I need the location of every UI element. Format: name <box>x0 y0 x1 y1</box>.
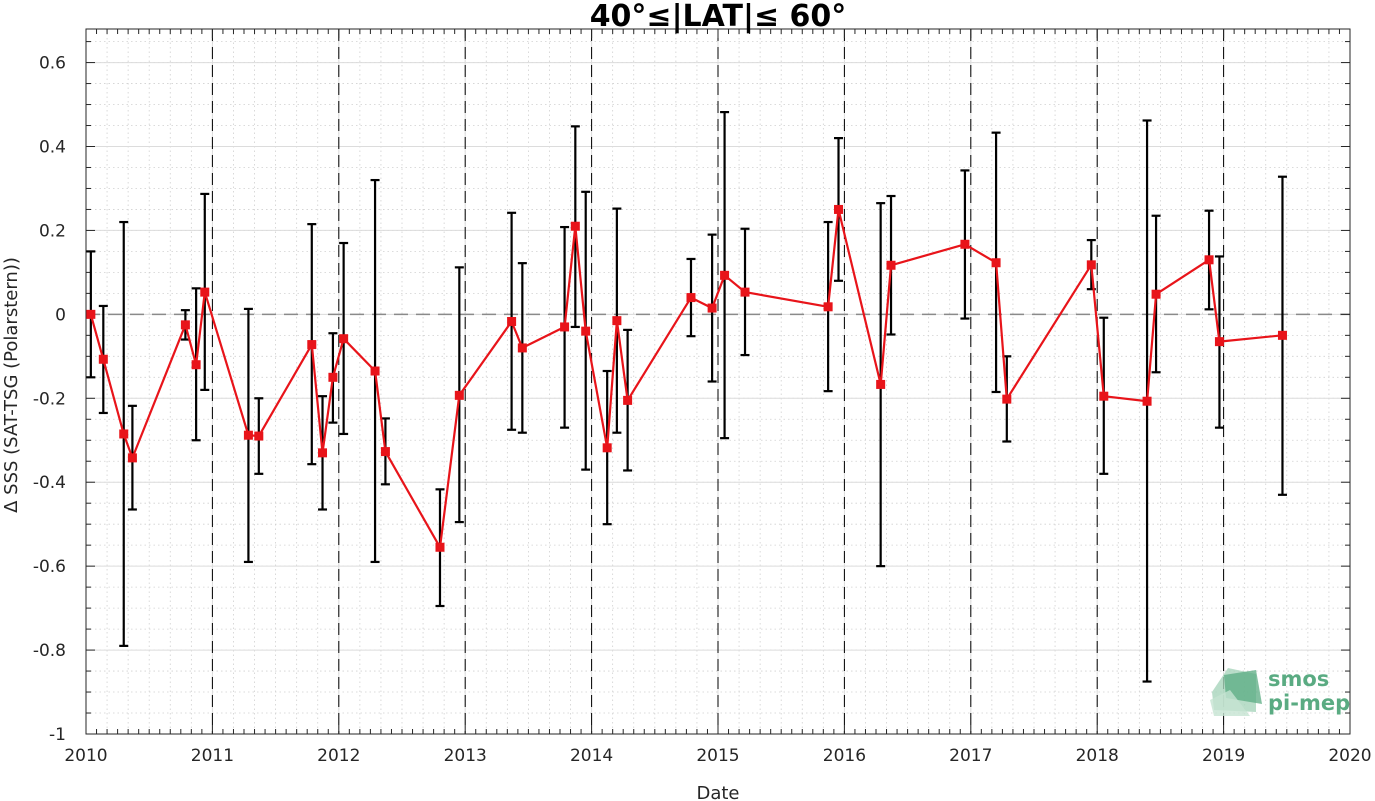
x-tick-label: 2017 <box>949 746 992 766</box>
grid-layer <box>85 29 1351 735</box>
y-axis-label: Δ SSS (SAT-TSG (Polarstern)) <box>1 257 22 513</box>
year-boundary-layer <box>211 29 1225 734</box>
data-point-marker <box>1277 330 1287 340</box>
data-point-marker <box>307 340 317 350</box>
axes-layer <box>85 28 1351 735</box>
y-tick-label: -0.2 <box>33 389 66 409</box>
logo-text-pi-mep: pi-mep <box>1268 691 1350 715</box>
data-point-marker <box>707 303 717 313</box>
x-tick-label: 2010 <box>64 746 107 766</box>
data-point-marker <box>200 287 210 297</box>
y-tick-label: -1 <box>49 725 66 745</box>
data-point-marker <box>435 542 445 552</box>
data-point-marker <box>98 354 108 364</box>
smos-pi-mep-logo: smos pi-mep <box>1210 667 1350 716</box>
x-tick-label: 2011 <box>191 746 234 766</box>
y-tick-label: 0.6 <box>39 54 66 74</box>
data-point-marker <box>328 372 338 382</box>
x-tick-label: 2019 <box>1202 746 1245 766</box>
data-point-marker <box>720 270 730 280</box>
x-tick-label: 2013 <box>444 746 487 766</box>
data-point-marker <box>1214 337 1224 347</box>
tick-label-layer: -1 -0.8 -0.6 -0.4 -0.2 0 0.2 0.4 0.6 2010 2011 2012… <box>33 54 1372 766</box>
data-point-marker <box>834 204 844 214</box>
x-tick-label: 2020 <box>1328 746 1371 766</box>
data-point-marker <box>876 379 886 389</box>
data-point-marker <box>1086 260 1096 270</box>
data-point-marker <box>127 453 137 463</box>
y-tick-label: -0.8 <box>33 641 66 661</box>
data-point-marker <box>243 430 253 440</box>
data-point-marker <box>380 447 390 457</box>
x-axis-label: Date <box>696 783 739 801</box>
x-tick-label: 2012 <box>317 746 360 766</box>
x-tick-label: 2015 <box>696 746 739 766</box>
data-point-marker <box>119 429 129 439</box>
data-point-marker <box>991 258 1001 268</box>
data-point-marker <box>254 431 264 441</box>
y-tick-label: 0.4 <box>39 138 66 158</box>
data-point-marker <box>581 326 591 336</box>
y-tick-label: -0.4 <box>33 473 66 493</box>
x-tick-label: 2016 <box>823 746 866 766</box>
x-tick-label: 2018 <box>1076 746 1119 766</box>
data-point-marker <box>1151 289 1161 299</box>
data-point-marker <box>339 334 349 344</box>
data-point-marker <box>86 309 96 319</box>
data-point-marker <box>612 316 622 326</box>
logo-shape-lower <box>1210 690 1250 716</box>
data-point-marker <box>960 239 970 249</box>
y-tick-label: -0.6 <box>33 557 66 577</box>
data-point-marker <box>1142 396 1152 406</box>
y-tick-label: 0.2 <box>39 221 66 241</box>
logo-text-smos: smos <box>1268 667 1329 691</box>
data-point-marker <box>823 302 833 312</box>
chart-title: 40°≤|LAT|≤ 60° <box>590 0 847 34</box>
y-tick-label: 0 <box>55 305 66 325</box>
data-point-marker <box>180 320 190 330</box>
data-point-marker <box>560 322 570 332</box>
x-tick-label: 2014 <box>570 746 613 766</box>
data-point-marker <box>454 390 464 400</box>
data-point-marker <box>570 221 580 231</box>
data-point-marker <box>191 360 201 370</box>
data-point-marker <box>370 366 380 376</box>
data-point-marker <box>517 343 527 353</box>
data-point-marker <box>602 443 612 453</box>
data-point-marker <box>507 316 517 326</box>
data-point-marker <box>1099 391 1109 401</box>
data-point-marker <box>1002 394 1012 404</box>
marker-layer <box>86 204 1287 552</box>
data-point-marker <box>1204 255 1214 265</box>
data-point-marker <box>686 293 696 303</box>
data-point-marker <box>886 260 896 270</box>
data-point-marker <box>623 395 633 405</box>
data-point-marker <box>318 448 328 458</box>
data-point-marker <box>740 287 750 297</box>
